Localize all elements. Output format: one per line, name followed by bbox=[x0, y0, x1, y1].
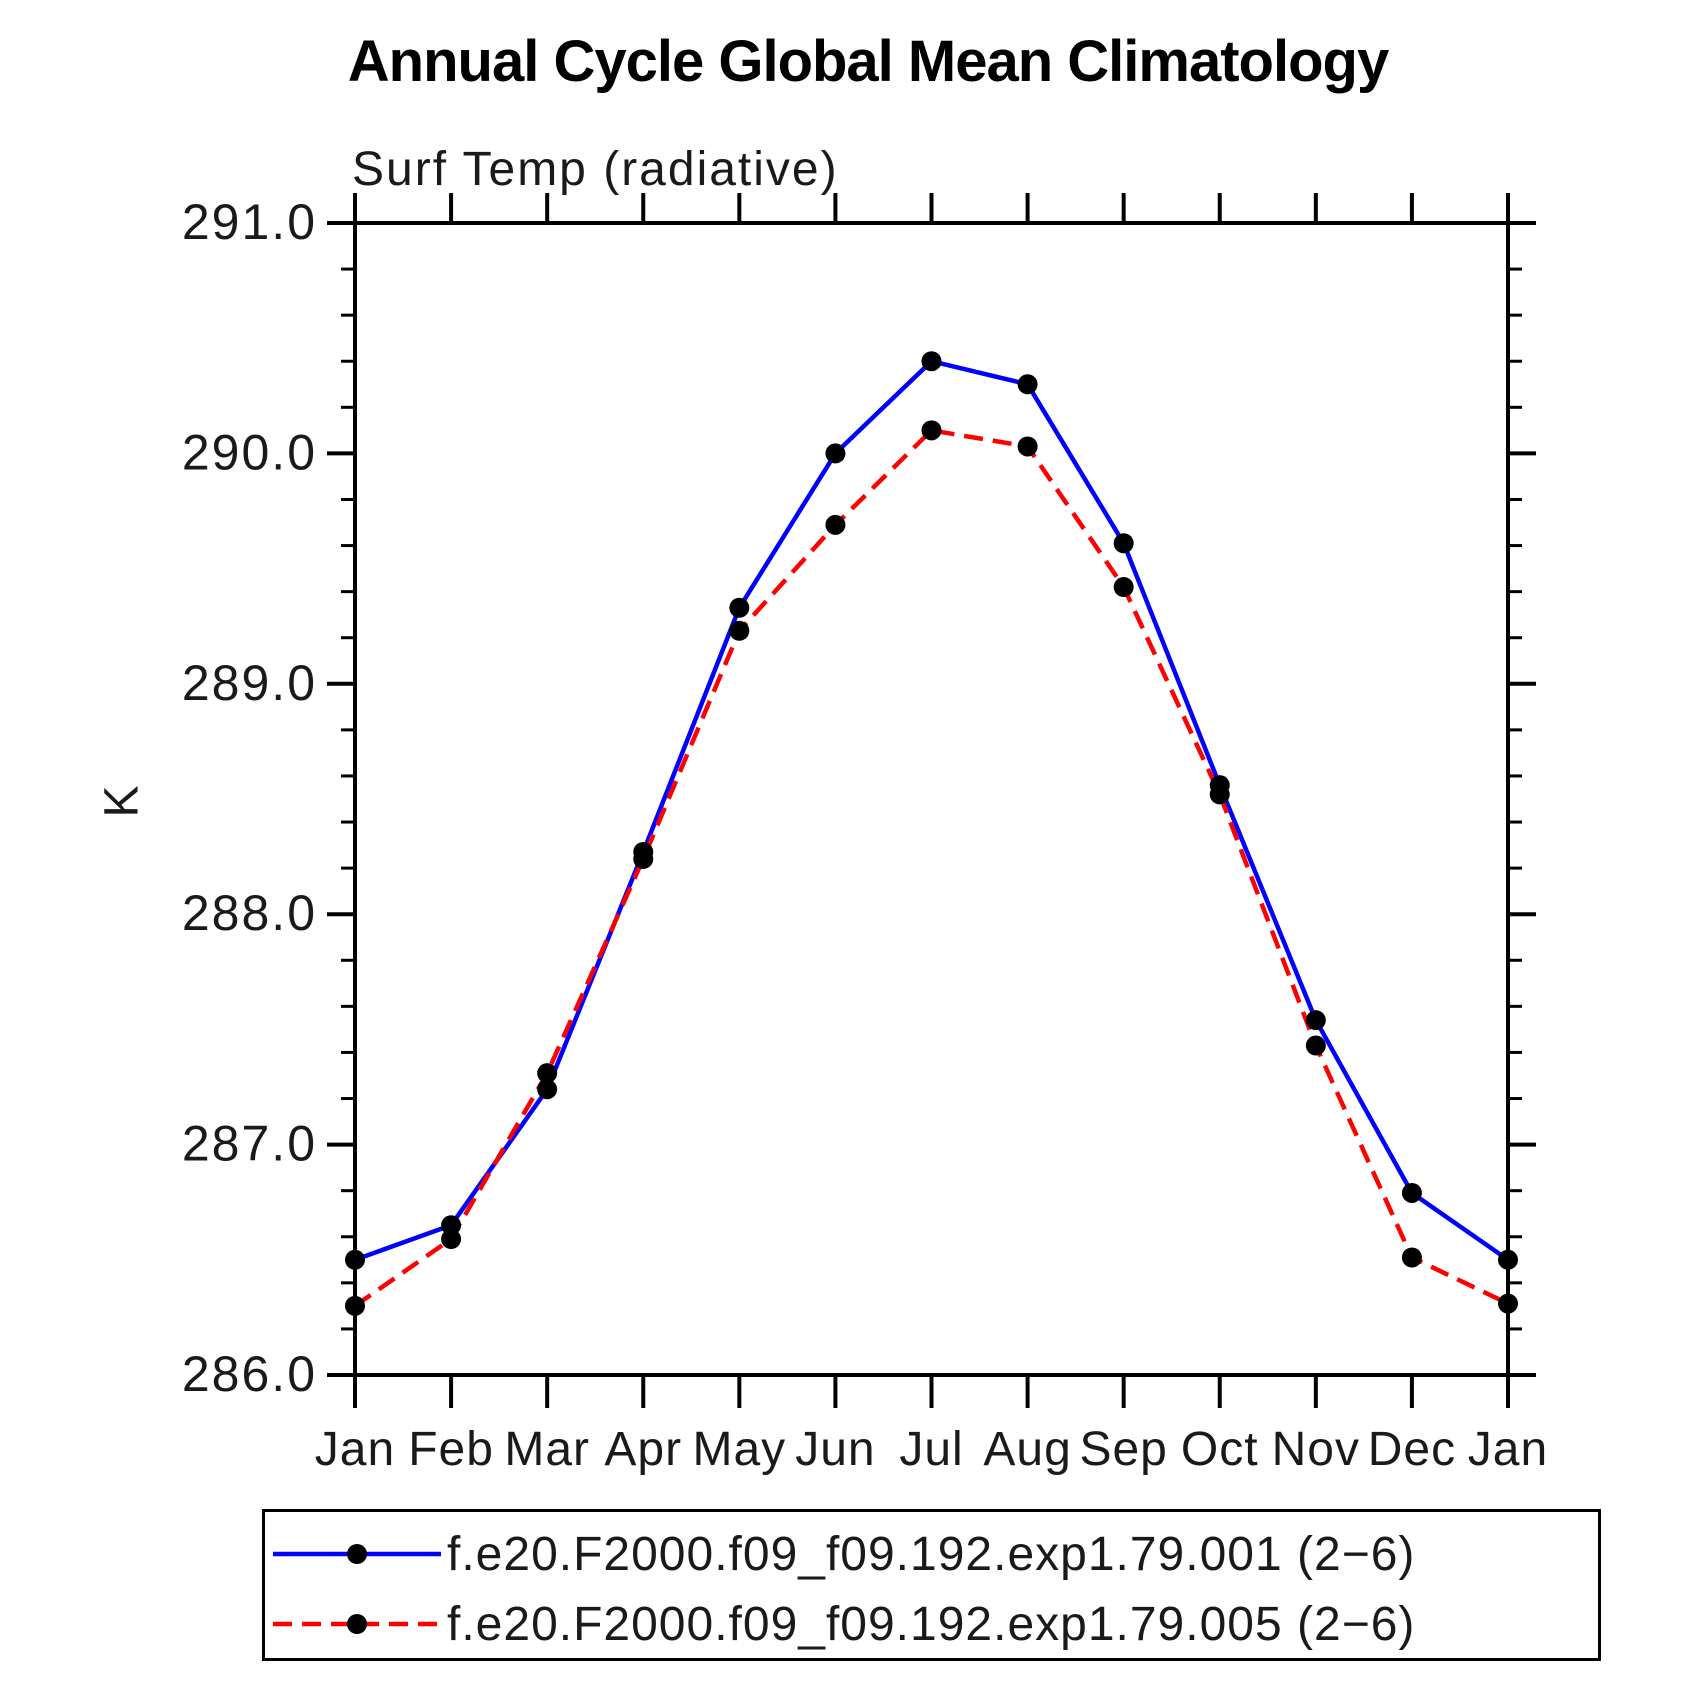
legend-item: f.e20.F2000.f09_f09.192.exp1.79.005 (2−6… bbox=[265, 1594, 1598, 1654]
data-point-series0-Aug-7 bbox=[1017, 374, 1038, 395]
legend-item: f.e20.F2000.f09_f09.192.exp1.79.001 (2−6… bbox=[265, 1524, 1598, 1584]
y-tick-label: 291.0 bbox=[182, 194, 317, 250]
data-point-series0-May-4 bbox=[729, 597, 750, 618]
data-point-series1-Aug-7 bbox=[1017, 436, 1038, 457]
x-tick-label: Dec bbox=[1368, 1423, 1456, 1476]
data-point-series1-May-4 bbox=[729, 620, 750, 641]
x-tick-label: Jan bbox=[315, 1423, 395, 1476]
data-point-series1-Feb-1 bbox=[441, 1229, 462, 1250]
data-point-series1-Jan-0 bbox=[345, 1295, 365, 1316]
x-tick-label: Aug bbox=[983, 1423, 1071, 1476]
data-point-series0-Mar-2 bbox=[537, 1079, 558, 1100]
data-point-series1-Sep-8 bbox=[1113, 577, 1134, 598]
x-tick-label: Feb bbox=[408, 1423, 494, 1476]
data-point-series0-Feb-1 bbox=[441, 1215, 462, 1236]
y-tick-label: 290.0 bbox=[182, 424, 317, 480]
x-tick-label: Jun bbox=[795, 1423, 875, 1476]
x-tick-label: Oct bbox=[1181, 1423, 1259, 1476]
x-tick-label: Apr bbox=[604, 1423, 682, 1476]
series-line-0 bbox=[354, 358, 1510, 1262]
legend-line-sample-solid bbox=[273, 1544, 441, 1564]
data-point-series1-Jan-12 bbox=[1498, 1293, 1518, 1314]
data-point-series0-Jan-12 bbox=[1498, 1249, 1518, 1270]
legend-label: f.e20.F2000.f09_f09.192.exp1.79.005 (2−6… bbox=[447, 1597, 1416, 1651]
legend: f.e20.F2000.f09_f09.192.exp1.79.001 (2−6… bbox=[262, 1509, 1601, 1661]
data-point-series1-Jun-5 bbox=[825, 514, 846, 535]
x-tick-label: May bbox=[692, 1423, 786, 1476]
x-tick-label: Jul bbox=[899, 1423, 963, 1476]
x-tick-label: Jan bbox=[1468, 1423, 1548, 1476]
data-point-series0-Jul-6 bbox=[921, 351, 942, 372]
y-tick-label: 286.0 bbox=[182, 1346, 317, 1402]
y-tick-label: 287.0 bbox=[182, 1116, 317, 1172]
chart-subtitle: Surf Temp (radiative) bbox=[352, 143, 839, 196]
data-point-series1-Jul-6 bbox=[921, 420, 942, 441]
data-point-series0-Dec-11 bbox=[1401, 1182, 1422, 1203]
chart-title: Annual Cycle Global Mean Climatology bbox=[347, 29, 1389, 94]
data-point-series1-Dec-11 bbox=[1401, 1247, 1422, 1268]
data-point-series1-Oct-9 bbox=[1209, 784, 1230, 805]
y-tick-label: 289.0 bbox=[182, 655, 317, 711]
x-tick-label: Mar bbox=[504, 1423, 590, 1476]
axis-frame bbox=[353, 221, 1510, 1377]
data-point-series0-Nov-10 bbox=[1305, 1010, 1326, 1031]
x-tick-label: Nov bbox=[1272, 1423, 1360, 1476]
data-point-series1-Mar-2 bbox=[537, 1063, 558, 1084]
legend-marker-dot bbox=[347, 1614, 367, 1634]
data-point-series0-Sep-8 bbox=[1113, 533, 1134, 554]
legend-label: f.e20.F2000.f09_f09.192.exp1.79.001 (2−6… bbox=[447, 1527, 1416, 1581]
data-point-series0-Jun-5 bbox=[825, 443, 846, 464]
y-tick-label: 288.0 bbox=[182, 885, 317, 941]
series-line-1 bbox=[353, 427, 1509, 1308]
x-tick-label: Sep bbox=[1079, 1423, 1167, 1476]
data-point-series1-Nov-10 bbox=[1305, 1035, 1326, 1056]
data-point-series1-Apr-3 bbox=[633, 848, 654, 869]
legend-marker-dot bbox=[347, 1544, 367, 1564]
data-point-series0-Jan-0 bbox=[345, 1249, 365, 1270]
legend-line-sample-dashed bbox=[273, 1614, 441, 1634]
